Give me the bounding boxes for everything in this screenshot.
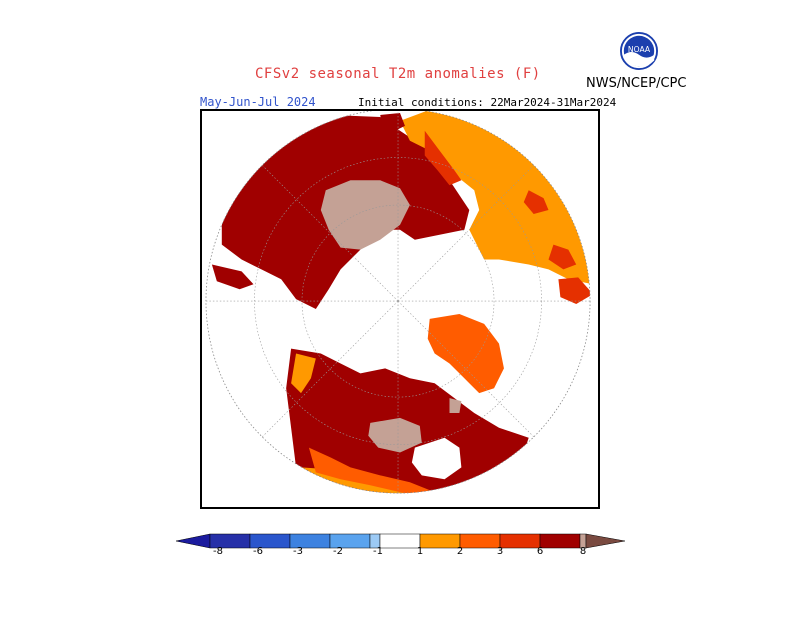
initial-conditions: Initial conditions: 22Mar2024-31Mar2024 [358, 96, 617, 109]
legend-swatch-2 [459, 533, 501, 549]
hudson-bay-neutral [411, 437, 462, 480]
siberia-extreme-region [320, 180, 410, 250]
legend-tick-6: 6 [536, 546, 544, 557]
alaska-west-patch [211, 264, 254, 290]
europe-red-patch [548, 244, 577, 270]
canada-extreme-region [368, 417, 422, 453]
logo-text: NOAA [628, 45, 651, 54]
europe-red-region [424, 130, 462, 186]
legend-arrow-high [585, 533, 626, 549]
legend-swatch-6 [539, 533, 581, 549]
legend-swatch-1 [419, 533, 461, 549]
polar-map-panel [200, 109, 600, 509]
legend-tick-neg8: -8 [213, 546, 223, 557]
legend-tick-2: 2 [456, 546, 464, 557]
legend-arrow-low [175, 533, 211, 549]
agency-label: NWS/NCEP/CPC [586, 76, 687, 91]
legend-tick-1: 1 [416, 546, 424, 557]
arctic-islands-extreme [449, 398, 462, 413]
legend-tick-3: 3 [496, 546, 504, 557]
legend-tick-neg6: -6 [253, 546, 263, 557]
legend-tick-neg1: -1 [373, 546, 383, 557]
polar-stereographic-map [205, 111, 591, 494]
forecast-period: May-Jun-Jul 2024 [200, 95, 316, 109]
alaska-anomaly-region [291, 353, 316, 394]
greenland-anomaly-region [427, 313, 504, 394]
east-asia-patch [558, 277, 591, 305]
map-title: CFSv2 seasonal T2m anomalies (F) [255, 66, 541, 82]
legend-swatch-neutral [379, 533, 421, 549]
noaa-logo-icon: NOAA [620, 32, 658, 70]
europe-orange-region [400, 111, 591, 285]
legend-swatch-3 [499, 533, 541, 549]
legend-tick-neg2: -2 [333, 546, 343, 557]
north-america-red-band [308, 447, 435, 494]
europe-red-strip [380, 112, 405, 131]
color-scale-legend [175, 533, 626, 549]
legend-tick-neg3: -3 [293, 546, 303, 557]
legend-tick-8: 8 [579, 546, 587, 557]
europe-red-patch2 [523, 190, 549, 214]
